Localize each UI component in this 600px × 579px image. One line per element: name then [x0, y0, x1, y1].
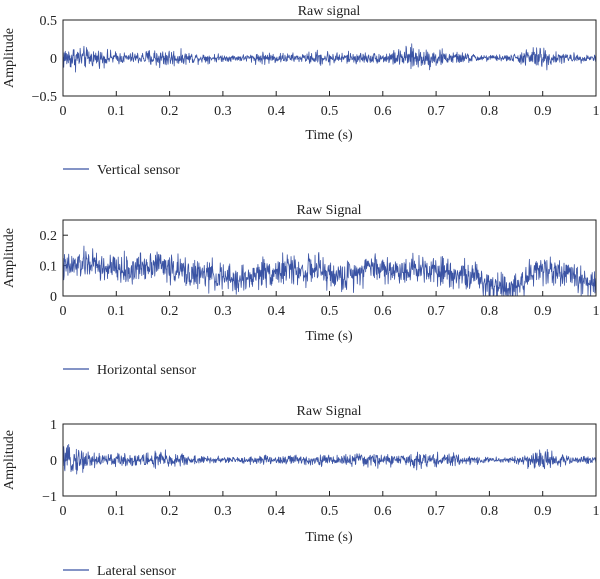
chart-title: Raw signal [298, 4, 361, 19]
legend: Horizontal sensor [63, 363, 196, 378]
x-tick-label: 0.8 [481, 104, 499, 119]
x-tick-label: 0.3 [214, 304, 232, 319]
x-tick-label: 0.1 [108, 504, 126, 519]
x-axis-label: Time (s) [305, 530, 353, 545]
chart-title: Raw Signal [297, 203, 362, 218]
x-tick-label: 0.2 [161, 304, 179, 319]
series-group [62, 245, 597, 297]
series-group [62, 443, 597, 475]
x-tick-label: 0.7 [427, 104, 445, 119]
y-tick-label: 0 [50, 454, 57, 469]
x-tick-labels: 0 0.1 0.2 0.3 0.4 0.5 0.6 0.7 0.8 0.9 1 [60, 491, 600, 519]
x-tick-label: 0.7 [427, 504, 445, 519]
x-tick-label: 0.8 [481, 304, 499, 319]
x-tick-label: 0.5 [321, 304, 339, 319]
x-tick-label: 0.6 [374, 104, 392, 119]
y-tick-labels: 0 0.1 0.2 [40, 229, 68, 305]
plot-frame [62, 423, 597, 497]
x-tick-label: 0 [60, 304, 67, 319]
y-tick-label: 0.5 [40, 14, 58, 29]
legend: Lateral sensor [63, 564, 176, 579]
x-axis-label: Time (s) [305, 128, 353, 143]
legend-label: Horizontal sensor [97, 363, 196, 378]
signal-trace-lateral-sensor [62, 443, 597, 475]
x-tick-label: 0.5 [321, 104, 339, 119]
y-tick-label: 0 [50, 290, 57, 305]
x-tick-label: 0.1 [108, 104, 126, 119]
y-tick-label: −1 [42, 490, 57, 505]
x-tick-label: 0 [60, 104, 67, 119]
y-tick-label: 0 [50, 52, 57, 67]
x-tick-label: 0.5 [321, 504, 339, 519]
x-tick-labels: 0 0.1 0.2 0.3 0.4 0.5 0.6 0.7 0.8 0.9 1 [60, 291, 600, 319]
x-tick-label: 1 [593, 504, 600, 519]
y-tick-label: 0.1 [40, 260, 58, 275]
x-tick-label: 0.8 [481, 504, 499, 519]
x-tick-label: 0.4 [267, 104, 285, 119]
x-tick-label: 0.4 [267, 304, 285, 319]
x-tick-label: 0.6 [374, 504, 392, 519]
x-tick-labels: 0 0.1 0.2 0.3 0.4 0.5 0.6 0.7 0.8 0.9 1 [60, 91, 600, 119]
x-tick-label: 0.7 [427, 304, 445, 319]
y-tick-label: −0.5 [32, 90, 57, 105]
x-tick-label: 1 [593, 104, 600, 119]
legend-label: Vertical sensor [97, 163, 180, 178]
lateral-sensor-panel: Raw Signal Amplitude Time (s) −101 0 0.1 0… [2, 404, 600, 579]
y-axis-label: Amplitude [2, 430, 17, 490]
legend-label: Lateral sensor [97, 564, 176, 579]
y-axis-label: Amplitude [2, 28, 17, 88]
legend: Vertical sensor [63, 163, 180, 178]
x-tick-label: 1 [593, 304, 600, 319]
x-axis-label: Time (s) [305, 329, 353, 344]
y-axis-label: Amplitude [2, 228, 17, 288]
x-tick-label: 0.3 [214, 104, 232, 119]
y-tick-label: 1 [50, 418, 57, 433]
x-tick-label: 0.2 [161, 504, 179, 519]
x-tick-label: 0 [60, 504, 67, 519]
x-tick-label: 0.9 [534, 504, 552, 519]
x-tick-label: 0.2 [161, 104, 179, 119]
x-tick-label: 0.6 [374, 304, 392, 319]
signal-trace-vertical-sensor [62, 43, 597, 73]
series-group [62, 43, 597, 73]
vertical-sensor-panel: Raw signal Amplitude Time (s) −0.500.5 0… [2, 4, 600, 178]
x-tick-label: 0.1 [108, 304, 126, 319]
plot-frame [62, 219, 597, 297]
x-tick-label: 0.9 [534, 304, 552, 319]
y-tick-label: 0.2 [40, 229, 58, 244]
plot-frame [62, 19, 597, 97]
signal-trace-horizontal-sensor [62, 245, 597, 297]
x-tick-label: 0.3 [214, 504, 232, 519]
y-tick-labels: −0.5 0 0.5 [32, 14, 68, 105]
chart-title: Raw Signal [297, 404, 362, 419]
x-tick-label: 0.9 [534, 104, 552, 119]
x-tick-label: 0.4 [267, 504, 285, 519]
